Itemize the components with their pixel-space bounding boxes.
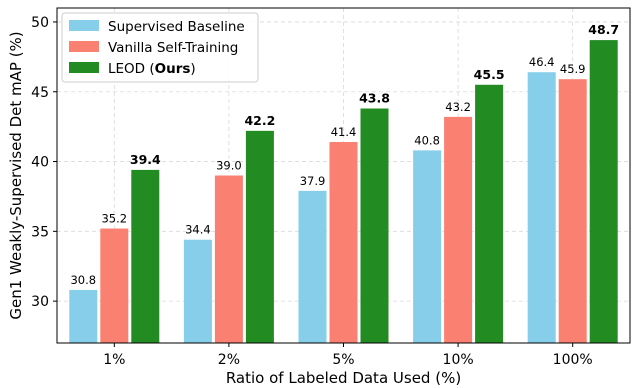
legend-label-vanilla-self-training: Vanilla Self-Training <box>108 40 238 56</box>
bar <box>527 72 556 343</box>
bar-value-label: 48.7 <box>588 22 619 37</box>
y-tick-label: 30 <box>31 294 49 310</box>
legend-swatch-leod <box>69 62 99 73</box>
bar <box>329 142 358 343</box>
bar <box>298 190 327 343</box>
legend-label-leod-open-paren: ( <box>145 61 155 77</box>
bar-value-label: 43.2 <box>445 100 471 114</box>
bar-value-label: 37.9 <box>300 174 326 188</box>
x-tick-label: 100% <box>553 352 593 368</box>
legend-swatch-vanilla-self-training <box>69 41 99 52</box>
bar-value-label: 45.5 <box>474 67 505 82</box>
bar-value-label: 43.8 <box>359 91 390 106</box>
bar-value-label: 34.4 <box>185 223 211 237</box>
legend-label-leod-name: LEOD <box>108 61 145 77</box>
y-axis-label: Gen1 Weakly-Supervised Det mAP (%) <box>7 31 25 319</box>
plot-frame <box>56 7 631 344</box>
y-axis-ticks: 30 35 40 45 50 <box>31 15 57 310</box>
legend-label-supervised-baseline: Supervised Baseline <box>108 19 245 35</box>
bar <box>475 84 504 343</box>
bar-value-label: 39.0 <box>216 159 242 173</box>
bar-value-label: 46.4 <box>529 55 555 69</box>
x-axis-label: Ratio of Labeled Data Used (%) <box>226 369 461 387</box>
bar-value-label: 39.4 <box>130 152 161 167</box>
bar <box>69 289 98 343</box>
bar-value-label: 30.8 <box>70 273 96 287</box>
bar <box>245 130 274 343</box>
x-tick-label: 5% <box>332 352 354 368</box>
legend-label-leod-suffix: Ours <box>155 61 191 77</box>
bar <box>183 239 212 343</box>
bar <box>100 228 129 343</box>
bar <box>589 40 618 344</box>
y-tick-label: 45 <box>31 85 49 101</box>
legend-label-leod-close-paren: ) <box>190 61 195 77</box>
bar-value-label: 35.2 <box>101 212 127 226</box>
legend: Supervised Baseline Vanilla Self-Trainin… <box>61 12 259 83</box>
y-tick-label: 50 <box>31 15 49 31</box>
bar-value-label: 40.8 <box>414 133 440 147</box>
bar <box>360 108 389 343</box>
x-tick-label: 10% <box>443 352 474 368</box>
bar <box>444 116 473 343</box>
bar-value-label: 41.4 <box>331 125 357 139</box>
legend-label-leod: LEOD (Ours) <box>108 61 196 77</box>
y-tick-label: 40 <box>31 155 49 171</box>
bar-value-label: 42.2 <box>244 113 275 128</box>
bar <box>413 150 442 343</box>
bar <box>214 175 243 343</box>
legend-box <box>61 12 259 83</box>
y-tick-label: 35 <box>31 224 49 240</box>
bar <box>558 79 587 343</box>
x-tick-label: 1% <box>103 352 125 368</box>
x-tick-label: 2% <box>218 352 240 368</box>
x-axis-ticks: 1% 2% 5% 10% 100% <box>103 343 593 368</box>
bar <box>131 169 160 343</box>
bars-layer <box>69 40 618 344</box>
data-labels-layer: 30.8 34.4 37.9 40.8 46.4 35.2 39.0 41.4 43.2 45.9… <box>70 22 619 287</box>
legend-swatch-supervised-baseline <box>69 20 99 31</box>
bar-value-label: 45.9 <box>560 62 586 76</box>
